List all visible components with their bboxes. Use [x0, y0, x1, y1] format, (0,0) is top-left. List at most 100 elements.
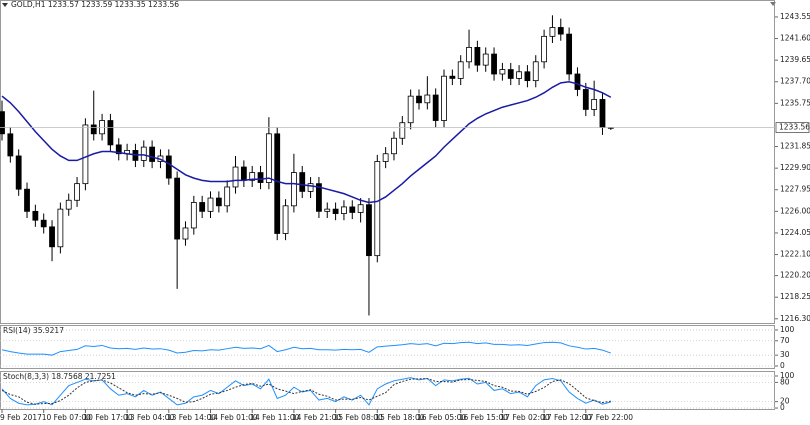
candle-body: [232, 166, 239, 188]
candle-body: [49, 226, 55, 248]
y-tick-label: 1241.60: [780, 34, 810, 43]
candle-body: [491, 53, 497, 75]
y-tick-label: 1218.25: [780, 292, 810, 301]
y-tick-label: 1226.00: [780, 206, 810, 215]
candle-body: [207, 197, 214, 212]
candle-body: [40, 219, 47, 228]
candle-body: [199, 202, 206, 212]
candle-body: [7, 133, 14, 157]
candle-body: [65, 199, 72, 210]
candle-body: [0, 111, 5, 135]
candle-body: [391, 137, 397, 155]
shift-marker: [770, 2, 776, 6]
candle-body: [257, 172, 264, 183]
candle-body: [15, 155, 22, 190]
x-tick-label: 14 Feb 21:00: [292, 413, 341, 422]
candle-body: [74, 183, 80, 201]
x-tick-label: 10 Feb 07:00: [42, 413, 91, 422]
candle-body: [282, 205, 289, 234]
candle-body: [182, 227, 189, 240]
candle-body: [57, 208, 64, 248]
y-tick-label: 80: [780, 377, 790, 386]
x-tick-label: 13 Feb 04:00: [125, 413, 174, 422]
candle-body: [366, 204, 372, 257]
candle-body: [574, 73, 581, 90]
y-tick-label: 20: [780, 397, 790, 406]
y-tick-label: 100: [780, 325, 795, 334]
x-tick-label: 15 Feb 08:00: [334, 413, 383, 422]
candle-body: [357, 204, 364, 213]
rsi-panel-frame: [0, 325, 775, 369]
candle-body: [290, 172, 297, 207]
y-tick-label: 1224.05: [780, 228, 810, 237]
candle-body: [274, 133, 281, 234]
candle-body: [566, 33, 573, 75]
x-tick-label: 15 Feb 18:00: [375, 413, 424, 422]
stoch-title: Stoch(8,3,3) 18.7568 21.7251: [3, 372, 116, 381]
indicator-line: [1, 378, 611, 405]
candle-body: [215, 197, 222, 207]
candle-body: [407, 95, 414, 124]
candle-body: [541, 35, 547, 63]
x-tick-label: 13 Feb 14:00: [167, 413, 216, 422]
x-tick-label: 14 Feb 01:00: [209, 413, 258, 422]
candle-body: [482, 53, 489, 66]
x-tick-label: 10 Feb 17:00: [83, 413, 132, 422]
y-tick-label: 1227.95: [780, 185, 810, 194]
candle-body: [99, 120, 105, 135]
candle-body: [591, 99, 598, 110]
candle-body: [557, 27, 564, 35]
y-tick-label: 1216.30: [780, 314, 810, 323]
x-tick-label: 17 Feb 02:00: [500, 413, 549, 422]
x-tick-label: 14 Feb 11:00: [250, 413, 299, 422]
moving-average-line: [1, 80, 612, 204]
candle-body: [240, 166, 247, 181]
candle-body: [399, 122, 406, 139]
candle-body: [316, 183, 322, 212]
x-tick-label: 16 Feb 05:00: [417, 413, 466, 422]
y-tick-label: 1235.75: [780, 98, 810, 107]
candle-body: [507, 69, 514, 79]
candle-body: [524, 71, 531, 82]
candle-body: [582, 89, 589, 110]
x-tick-label: 17 Feb 12:00: [542, 413, 591, 422]
candle-body: [90, 124, 97, 135]
rsi-title: RSI(14) 35.9217: [3, 326, 64, 335]
candle-body: [265, 133, 272, 183]
chart-title: GOLD,H1 1233.57 1233.59 1233.35 1233.56: [11, 0, 179, 9]
candle-body: [599, 99, 606, 128]
indicator-line: [1, 341, 611, 356]
candle-body: [332, 208, 339, 214]
candle-body: [416, 95, 422, 104]
candle-body: [457, 61, 464, 79]
candle-body: [107, 120, 114, 146]
candle-body: [341, 206, 347, 214]
candle-body: [474, 47, 481, 66]
x-tick-label: 16 Feb 15:00: [459, 413, 508, 422]
x-tick-label: 9 Feb 2017: [0, 413, 42, 422]
y-tick-label: 1243.55: [780, 12, 810, 21]
main-panel-frame: [0, 0, 775, 324]
x-tick-label: 17 Feb 22:00: [584, 413, 633, 422]
candle-body: [532, 61, 539, 82]
candle-body: [190, 202, 197, 229]
candle-body: [224, 186, 231, 207]
candle-body: [307, 183, 314, 192]
y-tick-label: 1237.70: [780, 77, 810, 86]
candle-body: [165, 155, 172, 179]
y-tick-label: 0: [780, 361, 785, 370]
candle-body: [382, 153, 389, 162]
y-tick-label: 1231.85: [780, 142, 810, 151]
candle-body: [32, 210, 39, 221]
candle-body: [140, 146, 147, 161]
candle-body: [82, 124, 89, 185]
y-tick-label: 100: [780, 371, 795, 380]
candle-body: [466, 47, 472, 63]
candle-body: [174, 177, 181, 240]
y-tick-label: 70: [780, 336, 790, 345]
candle-body: [516, 71, 522, 79]
candle-body: [374, 161, 381, 257]
candle-body: [299, 172, 306, 192]
